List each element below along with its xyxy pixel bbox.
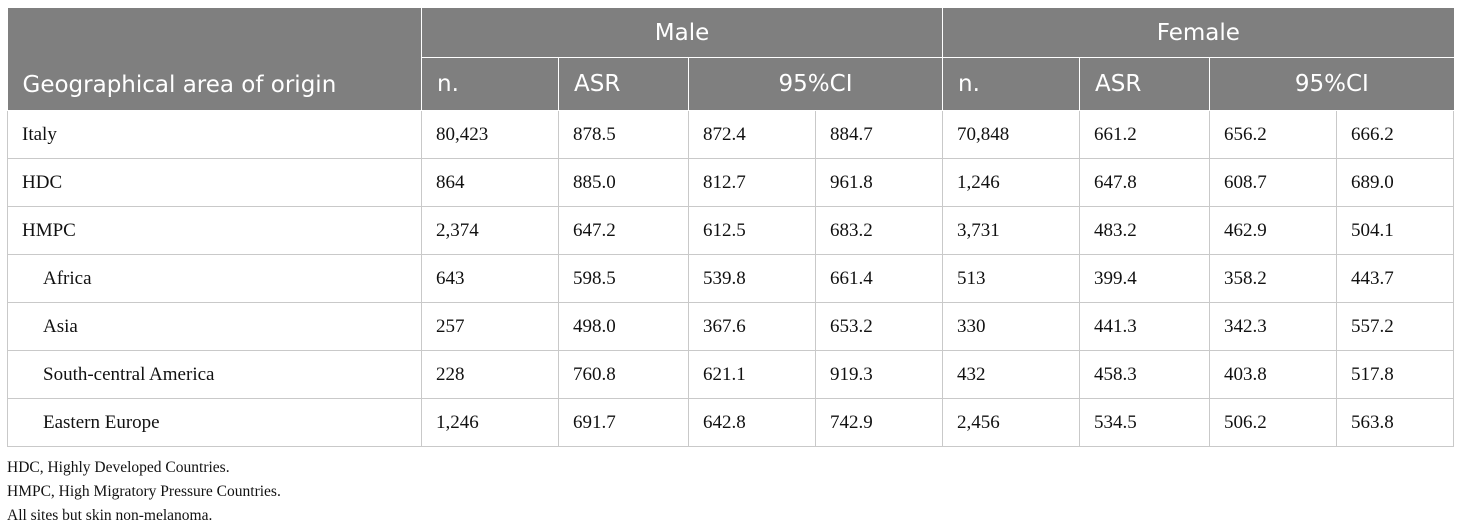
value-cell: 534.5 bbox=[1080, 399, 1210, 447]
data-table-container: Geographical area of origin Male Female … bbox=[7, 8, 1453, 447]
table-row: Africa 643 598.5 539.8 661.4 513 399.4 358.2 443… bbox=[8, 255, 1454, 303]
value-cell: 691.7 bbox=[559, 399, 689, 447]
value-cell: 661.2 bbox=[1080, 111, 1210, 159]
footnote: HDC, Highly Developed Countries. bbox=[7, 456, 281, 480]
value-cell: 3,731 bbox=[943, 207, 1080, 255]
value-cell: 653.2 bbox=[816, 303, 943, 351]
value-cell: 432 bbox=[943, 351, 1080, 399]
value-cell: 884.7 bbox=[816, 111, 943, 159]
value-cell: 864 bbox=[422, 159, 559, 207]
value-cell: 498.0 bbox=[559, 303, 689, 351]
value-cell: 228 bbox=[422, 351, 559, 399]
table-row: HDC 864 885.0 812.7 961.8 1,246 647.8 608.7 689.… bbox=[8, 159, 1454, 207]
value-cell: 642.8 bbox=[689, 399, 816, 447]
value-cell: 458.3 bbox=[1080, 351, 1210, 399]
header-male-ci: 95%CI bbox=[689, 58, 943, 111]
value-cell: 80,423 bbox=[422, 111, 559, 159]
table-row: South-central America 228 760.8 621.1 919.3 4… bbox=[8, 351, 1454, 399]
value-cell: 812.7 bbox=[689, 159, 816, 207]
header-female-ci: 95%CI bbox=[1210, 58, 1454, 111]
header-female-n: n. bbox=[943, 58, 1080, 111]
value-cell: 441.3 bbox=[1080, 303, 1210, 351]
value-cell: 367.6 bbox=[689, 303, 816, 351]
value-cell: 598.5 bbox=[559, 255, 689, 303]
row-area-cell: South-central America bbox=[8, 351, 422, 399]
value-cell: 403.8 bbox=[1210, 351, 1337, 399]
row-area-cell: HMPC bbox=[8, 207, 422, 255]
header-male-n: n. bbox=[422, 58, 559, 111]
row-area-cell: Africa bbox=[8, 255, 422, 303]
table-row: Eastern Europe 1,246 691.7 642.8 742.9 2,456 5… bbox=[8, 399, 1454, 447]
value-cell: 656.2 bbox=[1210, 111, 1337, 159]
value-cell: 483.2 bbox=[1080, 207, 1210, 255]
row-area-cell: HDC bbox=[8, 159, 422, 207]
table-footnotes: HDC, Highly Developed Countries. HMPC, H… bbox=[7, 456, 281, 528]
table-row: HMPC 2,374 647.2 612.5 683.2 3,731 483.2 462.9 5… bbox=[8, 207, 1454, 255]
value-cell: 760.8 bbox=[559, 351, 689, 399]
incidence-table: Geographical area of origin Male Female … bbox=[7, 8, 1454, 447]
row-area-cell: Eastern Europe bbox=[8, 399, 422, 447]
value-cell: 666.2 bbox=[1337, 111, 1454, 159]
value-cell: 643 bbox=[422, 255, 559, 303]
value-cell: 342.3 bbox=[1210, 303, 1337, 351]
value-cell: 683.2 bbox=[816, 207, 943, 255]
value-cell: 885.0 bbox=[559, 159, 689, 207]
value-cell: 647.8 bbox=[1080, 159, 1210, 207]
value-cell: 612.5 bbox=[689, 207, 816, 255]
value-cell: 506.2 bbox=[1210, 399, 1337, 447]
value-cell: 563.8 bbox=[1337, 399, 1454, 447]
value-cell: 1,246 bbox=[943, 159, 1080, 207]
value-cell: 70,848 bbox=[943, 111, 1080, 159]
value-cell: 513 bbox=[943, 255, 1080, 303]
row-area-cell: Italy bbox=[8, 111, 422, 159]
value-cell: 608.7 bbox=[1210, 159, 1337, 207]
value-cell: 961.8 bbox=[816, 159, 943, 207]
value-cell: 661.4 bbox=[816, 255, 943, 303]
value-cell: 358.2 bbox=[1210, 255, 1337, 303]
header-area: Geographical area of origin bbox=[8, 8, 422, 111]
value-cell: 330 bbox=[943, 303, 1080, 351]
value-cell: 557.2 bbox=[1337, 303, 1454, 351]
header-male-asr: ASR bbox=[559, 58, 689, 111]
value-cell: 878.5 bbox=[559, 111, 689, 159]
value-cell: 504.1 bbox=[1337, 207, 1454, 255]
footnote: All sites but skin non-melanoma. bbox=[7, 504, 281, 528]
value-cell: 443.7 bbox=[1337, 255, 1454, 303]
value-cell: 689.0 bbox=[1337, 159, 1454, 207]
value-cell: 462.9 bbox=[1210, 207, 1337, 255]
value-cell: 872.4 bbox=[689, 111, 816, 159]
value-cell: 621.1 bbox=[689, 351, 816, 399]
table-row: Italy 80,423 878.5 872.4 884.7 70,848 661.2 656… bbox=[8, 111, 1454, 159]
value-cell: 2,456 bbox=[943, 399, 1080, 447]
value-cell: 919.3 bbox=[816, 351, 943, 399]
value-cell: 517.8 bbox=[1337, 351, 1454, 399]
header-female: Female bbox=[943, 8, 1454, 58]
row-area-cell: Asia bbox=[8, 303, 422, 351]
value-cell: 2,374 bbox=[422, 207, 559, 255]
value-cell: 399.4 bbox=[1080, 255, 1210, 303]
value-cell: 1,246 bbox=[422, 399, 559, 447]
value-cell: 647.2 bbox=[559, 207, 689, 255]
header-female-asr: ASR bbox=[1080, 58, 1210, 111]
footnote: HMPC, High Migratory Pressure Countries. bbox=[7, 480, 281, 504]
value-cell: 742.9 bbox=[816, 399, 943, 447]
table-row: Asia 257 498.0 367.6 653.2 330 441.3 342.3 557.2 bbox=[8, 303, 1454, 351]
value-cell: 257 bbox=[422, 303, 559, 351]
header-male: Male bbox=[422, 8, 943, 58]
value-cell: 539.8 bbox=[689, 255, 816, 303]
